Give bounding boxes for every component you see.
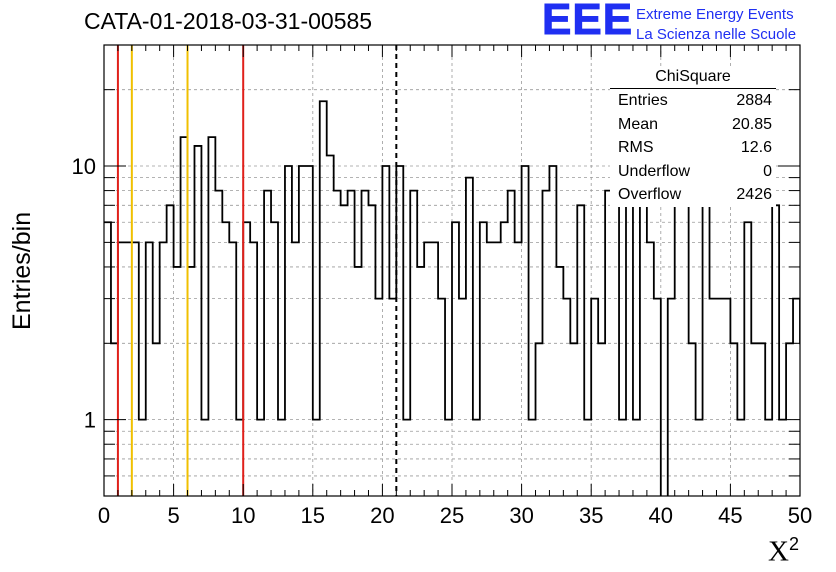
axis-ticks: 0 5 10 15 20 25 30 35 40 45 50 1 10 xyxy=(72,44,812,528)
x-tick-label: 40 xyxy=(649,503,673,528)
stats-value: 2426 xyxy=(736,186,772,203)
x-tick-label: 50 xyxy=(788,503,812,528)
stats-row-rms: RMS 12.6 xyxy=(610,136,776,160)
x-axis-label: X2 xyxy=(768,534,799,569)
stats-row-underflow: Underflow 0 xyxy=(610,160,776,184)
stats-row-mean: Mean 20.85 xyxy=(610,113,776,137)
x-tick-label: 20 xyxy=(370,503,394,528)
x-tick-label: 0 xyxy=(98,503,110,528)
x-tick-label: 25 xyxy=(440,503,464,528)
stats-row-entries: Entries 2884 xyxy=(610,89,776,113)
stats-value: 0 xyxy=(763,162,772,180)
y-tick-label: 10 xyxy=(72,154,96,179)
stats-label: Mean xyxy=(618,115,659,133)
stats-body: Entries 2884 Mean 20.85 RMS 12.6 Underfl… xyxy=(610,89,776,207)
y-tick-label: 1 xyxy=(84,408,96,433)
stats-value: 12.6 xyxy=(740,139,772,156)
stats-row-overflow: Overflow 2426 xyxy=(610,183,776,207)
stats-label: Underflow xyxy=(618,162,691,180)
x-tick-label: 30 xyxy=(509,503,533,528)
logo-line-1: Extreme Energy Events xyxy=(636,6,794,23)
histogram-bars xyxy=(104,100,800,496)
x-tick-label: 45 xyxy=(718,503,742,528)
stats-value: 20.85 xyxy=(731,115,772,133)
x-tick-label: 35 xyxy=(579,503,603,528)
logo-mark: EEE xyxy=(541,0,634,44)
stats-label: RMS xyxy=(618,139,654,156)
x-tick-label: 15 xyxy=(301,503,325,528)
stats-label: Entries xyxy=(618,92,668,109)
stats-value: 2884 xyxy=(736,92,772,109)
histogram-layer xyxy=(104,100,800,496)
eee-logo: EEE Extreme Energy Events La Scienza nel… xyxy=(541,0,832,48)
marker-lines xyxy=(116,45,398,496)
x-axis-label-symbol: X xyxy=(768,535,789,568)
stats-label: Overflow xyxy=(618,186,682,203)
y-axis-label: Entries/bin xyxy=(8,211,36,330)
chart-title: CATA-01-2018-03-31-00585 xyxy=(84,8,373,34)
stats-box: ChiSquare Entries 2884 Mean 20.85 RMS 12… xyxy=(610,68,776,207)
stats-title: ChiSquare xyxy=(610,68,776,89)
x-tick-label: 5 xyxy=(167,503,179,528)
logo-line-2: La Scienza nelle Scuole xyxy=(636,26,797,43)
x-tick-label: 10 xyxy=(231,503,255,528)
x-axis-label-exponent: 2 xyxy=(788,534,799,554)
